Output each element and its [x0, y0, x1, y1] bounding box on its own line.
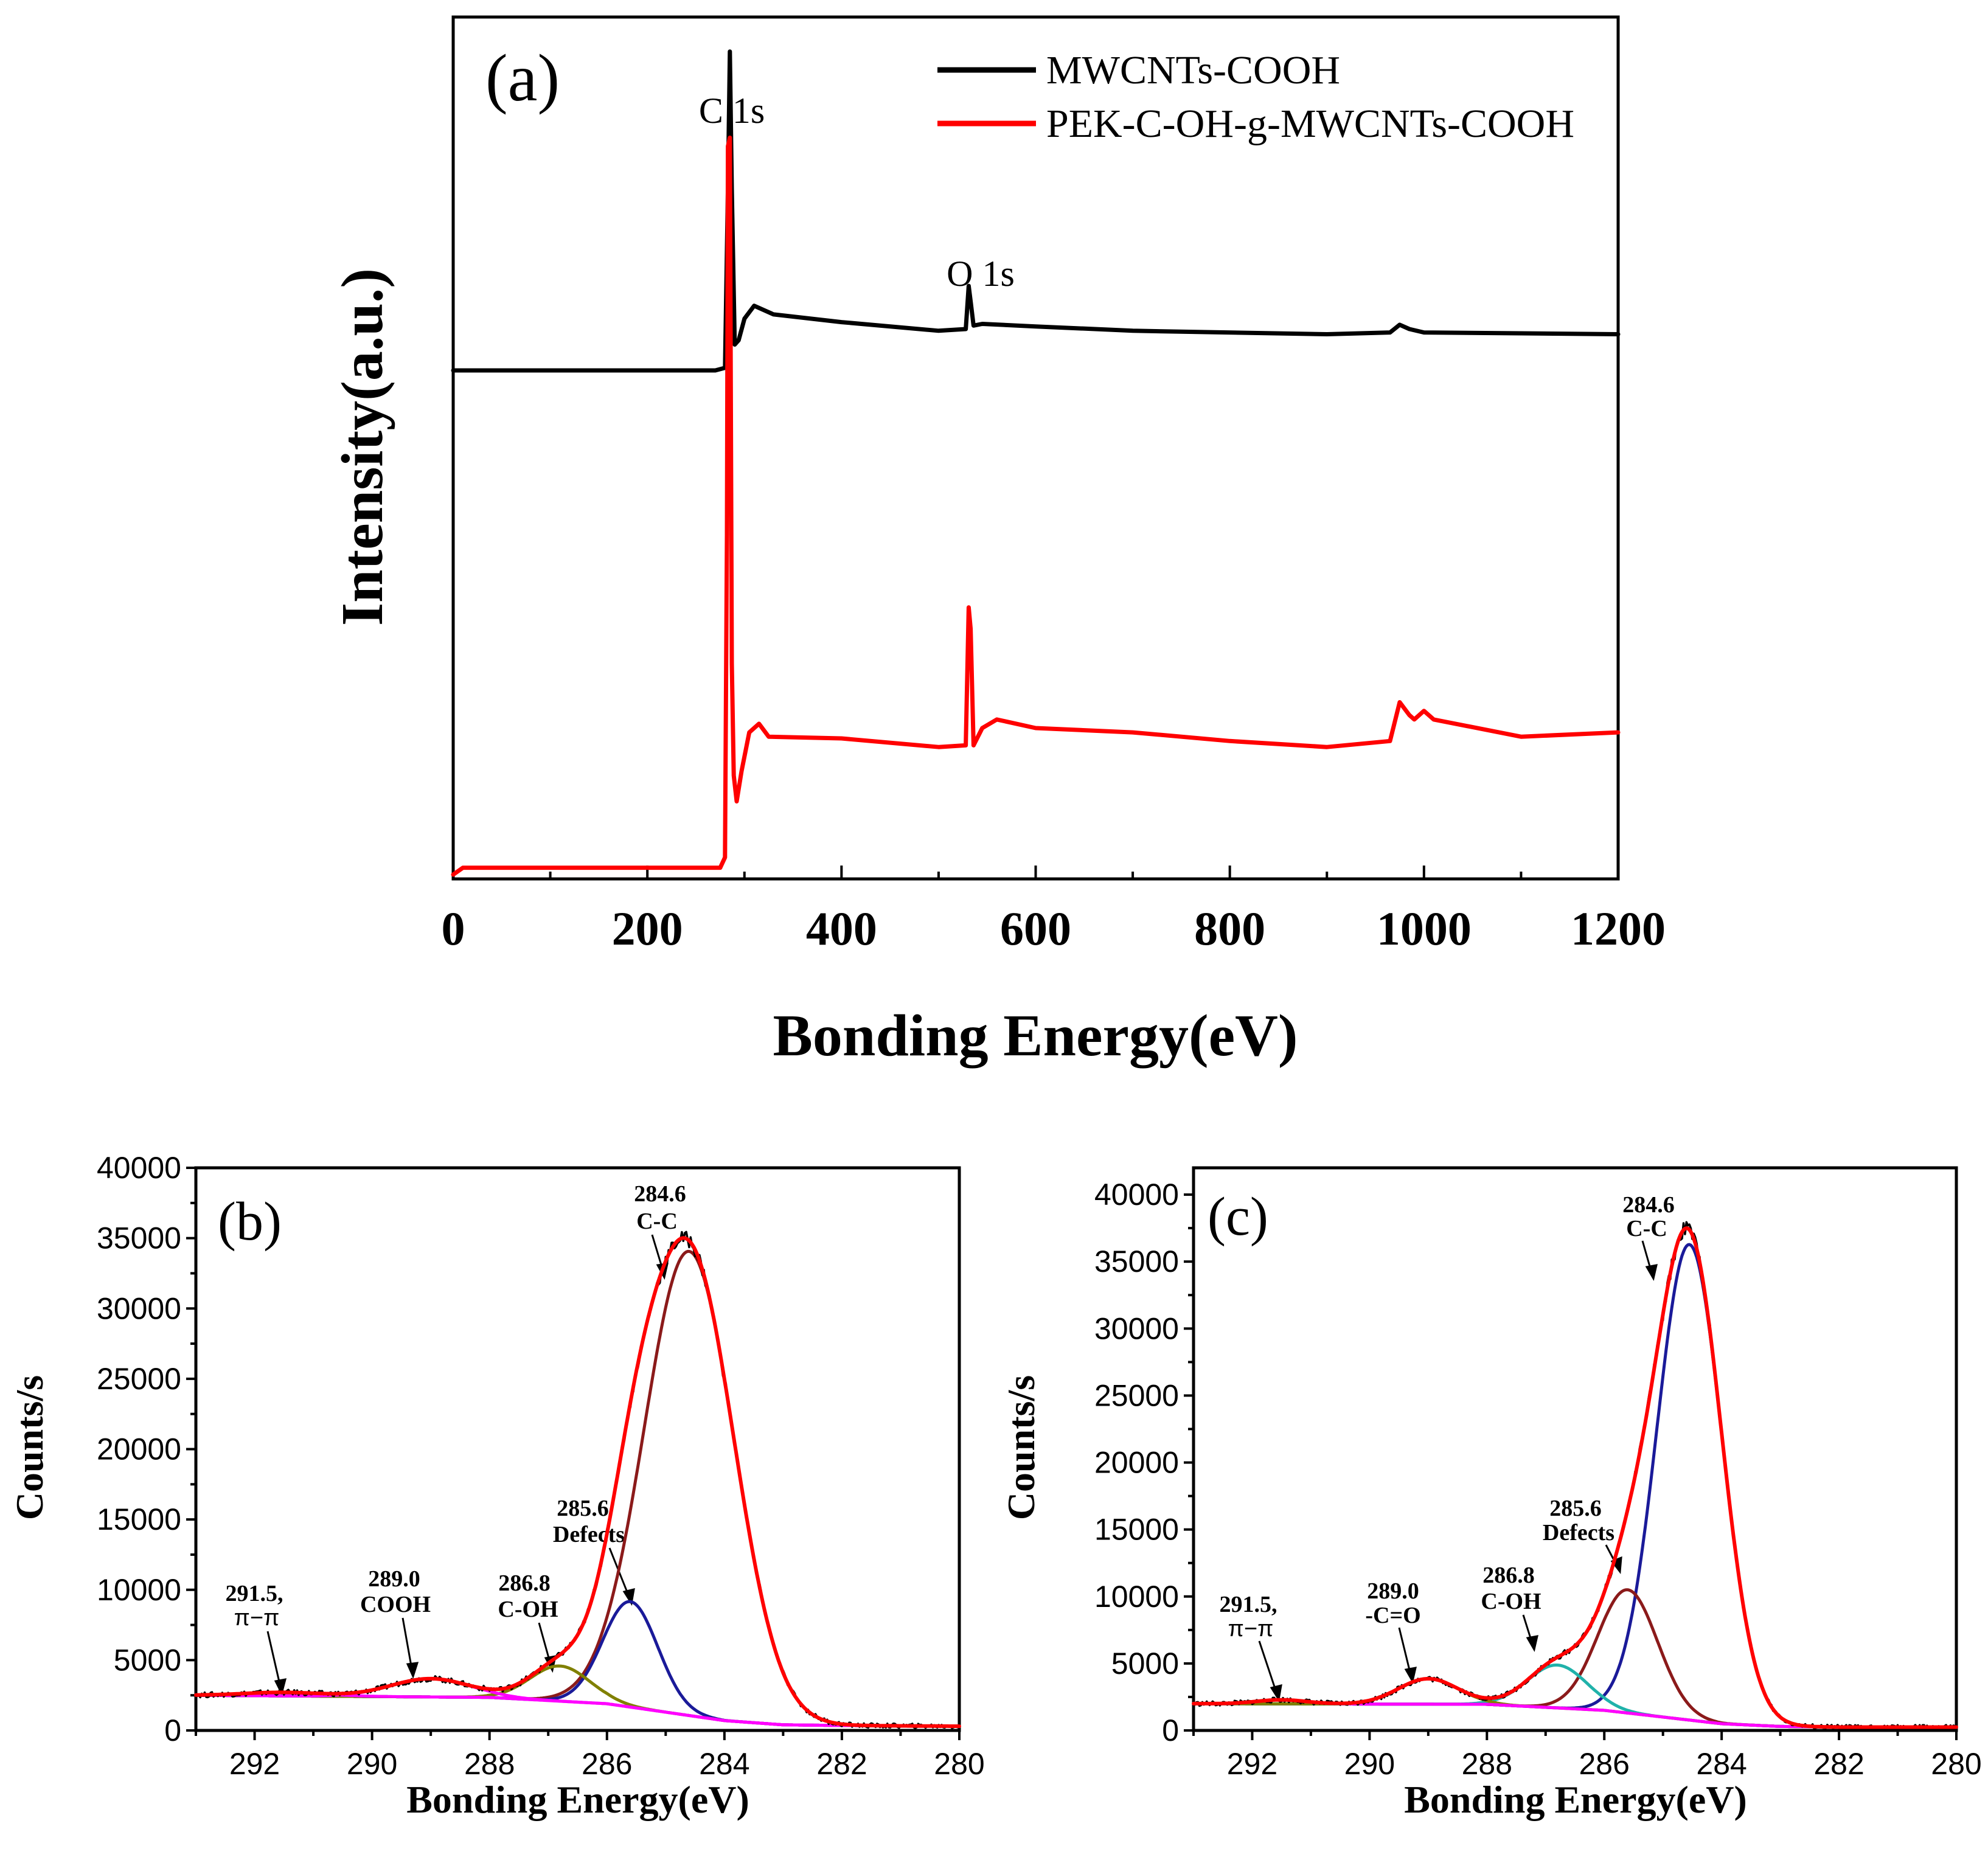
panel-c: 292 290 288 286 284 282 280 0 5000 10000 15000 2000…	[999, 1166, 1982, 1821]
x-ticks-a: 0 200 400 600 800 1000 1200	[442, 866, 1666, 955]
x-tick-label-c: 282	[1813, 1747, 1864, 1781]
y-tick-label-b: 35000	[97, 1221, 181, 1255]
legend-label-pek: PEK-C-OH-g-MWCNTs-COOH	[1046, 102, 1574, 146]
x-tick-label-a: 400	[806, 902, 877, 955]
y-axis-title-c: Counts/s	[999, 1375, 1043, 1520]
fit-envelope-b	[194, 1236, 961, 1729]
annotation-c-pipi-label: π−π	[1228, 1616, 1274, 1642]
annotation-b-pipi-label: π−π	[234, 1605, 280, 1631]
x-tick-label-b: 286	[582, 1747, 632, 1781]
panel-b: 292 290 288 286 284 282 280 0 5000 10000 15000 2000…	[8, 1151, 985, 1821]
x-axis-title-c: Bonding Energy(eV)	[1404, 1778, 1747, 1821]
x-tick-label-a: 0	[442, 902, 465, 955]
x-axis-title-a: Bonding Energy(eV)	[773, 1003, 1298, 1069]
annotation-b-defects-label: Defects	[553, 1522, 625, 1547]
annotation-b-cooh-value: 289.0	[368, 1566, 420, 1592]
annotation-arrows-c	[1258, 1240, 1658, 1702]
y-axis-title-b: Counts/s	[8, 1375, 51, 1520]
y-tick-label-c: 15000	[1094, 1513, 1179, 1547]
y-tick-label-c: 25000	[1094, 1378, 1179, 1412]
panel-a: 0 200 400 600 800 1000 1200 (a) C 1s O 1s MWCN…	[330, 15, 1666, 1069]
y-tick-label-b: 5000	[114, 1643, 181, 1677]
y-tick-label-c: 20000	[1094, 1446, 1179, 1480]
x-tick-label-c: 288	[1462, 1747, 1512, 1781]
y-tick-label-b: 30000	[97, 1291, 181, 1325]
x-axis-title-b: Bonding Energy(eV)	[406, 1778, 749, 1821]
y-tick-label-b: 15000	[97, 1502, 181, 1536]
y-tick-label-b: 20000	[97, 1432, 181, 1466]
x-tick-label-a: 200	[612, 902, 683, 955]
series-mwcnts-cooh	[451, 49, 1621, 373]
panel-label-b: (b)	[218, 1192, 282, 1252]
x-tick-label-c: 280	[1931, 1747, 1981, 1781]
ticks-b: 292 290 288 286 284 282 280 0 5000 10000 15000 2000…	[97, 1151, 985, 1781]
x-tick-label-c: 284	[1696, 1747, 1746, 1781]
x-tick-label-b: 284	[699, 1747, 749, 1781]
x-tick-label-b: 288	[464, 1747, 515, 1781]
y-axis-title-a: Intensity(a.u.)	[330, 268, 395, 626]
y-tick-label-b: 10000	[97, 1573, 181, 1607]
y-tick-label-c: 30000	[1094, 1311, 1179, 1345]
x-tick-label-c: 292	[1227, 1747, 1277, 1781]
annotation-b-cc-value: 284.6	[634, 1181, 686, 1207]
annotation-b-coh-label: C-OH	[498, 1597, 558, 1622]
series-pek-c-oh-g-mwcnts-cooh	[451, 135, 1621, 877]
annotation-c-pipi-value: 291.5,	[1220, 1592, 1277, 1617]
annotation-c-defects-label: Defects	[1543, 1520, 1614, 1546]
y-tick-label-c: 0	[1162, 1713, 1179, 1747]
x-tick-label-a: 600	[1000, 902, 1071, 955]
ticks-c: 292 290 288 286 284 282 280 0 5000 10000 15000 2000…	[1094, 1178, 1982, 1781]
legend-label-mwcnts: MWCNTs-COOH	[1046, 48, 1340, 92]
annotation-b-cc-label: C-C	[636, 1209, 678, 1234]
annotation-c-coh-label: C-OH	[1481, 1589, 1541, 1614]
curves	[194, 49, 1958, 1730]
x-tick-label-b: 280	[934, 1747, 984, 1781]
panel-label-c: (c)	[1208, 1187, 1268, 1247]
y-tick-label-b: 40000	[97, 1151, 181, 1185]
y-tick-label-c: 5000	[1111, 1647, 1179, 1681]
annotation-b-cooh-label: COOH	[360, 1592, 431, 1617]
annotation-b-defects-value: 285.6	[557, 1496, 609, 1521]
fit-envelope-c	[1192, 1226, 1958, 1729]
annotation-b-pipi-value: 291.5,	[226, 1581, 283, 1606]
x-tick-label-c: 286	[1579, 1747, 1630, 1781]
peak-label-o1s: O 1s	[947, 254, 1015, 294]
x-tick-label-a: 800	[1194, 902, 1265, 955]
y-tick-label-c: 35000	[1094, 1244, 1179, 1279]
annotation-c-cc-value: 284.6	[1622, 1192, 1675, 1218]
annotation-c-coh-value: 286.8	[1482, 1563, 1535, 1588]
annotation-c-co-value: 289.0	[1367, 1578, 1419, 1604]
y-tick-label-b: 0	[164, 1713, 181, 1747]
x-tick-label-a: 1200	[1571, 902, 1666, 955]
x-tick-label-b: 282	[816, 1747, 867, 1781]
x-tick-label-b: 290	[347, 1747, 397, 1781]
y-tick-label-b: 25000	[97, 1362, 181, 1396]
annotation-c-co-label: -C=O	[1365, 1603, 1420, 1628]
x-tick-label-c: 290	[1344, 1747, 1395, 1781]
panel-label-a: (a)	[485, 41, 560, 115]
y-tick-label-c: 10000	[1094, 1580, 1179, 1614]
y-tick-label-c: 40000	[1094, 1178, 1179, 1212]
x-tick-label-a: 1000	[1377, 902, 1472, 955]
annotation-c-cc-label: C-C	[1626, 1216, 1667, 1241]
x-tick-label-b: 292	[229, 1747, 280, 1781]
plot-frame-c	[1192, 1166, 1958, 1732]
annotation-c-defects-value: 285.6	[1549, 1496, 1602, 1521]
annotation-b-coh-value: 286.8	[498, 1570, 551, 1596]
